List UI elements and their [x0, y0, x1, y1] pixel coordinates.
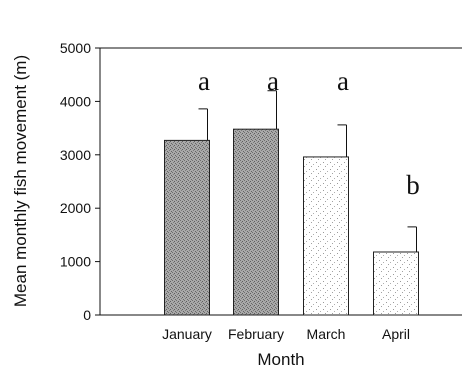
y-tick-label: 1000 — [60, 254, 91, 270]
x-axis-label: Month — [257, 350, 304, 369]
y-tick-label: 3000 — [60, 147, 91, 163]
bar-april — [373, 251, 419, 316]
significance-letter-march: a — [337, 66, 349, 96]
x-tick-label-january: January — [162, 326, 212, 342]
y-tick-label: 4000 — [60, 93, 91, 109]
x-tick-label-february: February — [228, 326, 284, 342]
significance-letters: a a a b — [198, 66, 420, 200]
bar-january — [164, 139, 210, 316]
y-axis-label: Mean monthly fish movement (m) — [11, 55, 30, 307]
bars — [164, 128, 419, 316]
x-tick-labels: January February March April — [162, 326, 410, 342]
bar-february — [233, 128, 279, 316]
y-tick-label: 0 — [83, 307, 91, 323]
significance-letter-january: a — [198, 66, 210, 96]
bar-march — [303, 156, 349, 316]
significance-letter-april: b — [406, 170, 420, 200]
y-tick-label: 5000 — [60, 40, 91, 56]
y-tick-label: 2000 — [60, 200, 91, 216]
y-ticks: 0 1000 2000 3000 4000 5000 — [60, 40, 100, 323]
error-bars — [198, 90, 417, 252]
x-tick-label-april: April — [382, 326, 410, 342]
significance-letter-february: a — [267, 66, 279, 96]
x-tick-label-march: March — [307, 326, 346, 342]
